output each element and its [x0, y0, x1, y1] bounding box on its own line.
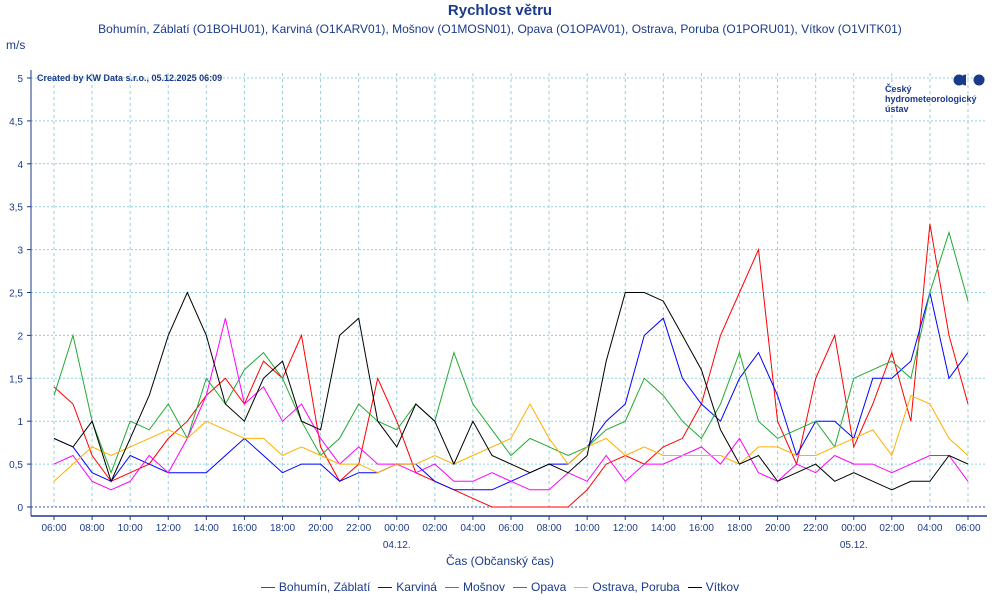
x-tick-label: 02:00 — [422, 523, 447, 534]
date-label: 04.12. — [383, 540, 411, 551]
x-tick-label: 20:00 — [765, 523, 790, 534]
legend-swatch — [444, 587, 459, 589]
logo-line-3: ústav — [885, 104, 909, 114]
legend-label: Opava — [531, 580, 567, 594]
x-tick-label: 04:00 — [460, 523, 485, 534]
x-tick-label: 10:00 — [118, 523, 143, 534]
x-tick-label: 08:00 — [80, 523, 105, 534]
legend-label: Mošnov — [462, 580, 505, 594]
legend-swatch — [513, 587, 527, 589]
y-axis-label: m/s — [6, 38, 26, 52]
y-tick-label: 4,5 — [9, 117, 23, 128]
x-tick-label: 12:00 — [156, 523, 181, 534]
y-tick-label: 3 — [17, 246, 23, 257]
x-tick-label: 02:00 — [879, 523, 904, 534]
y-tick-label: 1,5 — [9, 374, 23, 385]
x-tick-label: 04:00 — [917, 523, 942, 534]
legend-item[interactable]: Mošnov — [444, 580, 505, 594]
legend-item[interactable]: Karviná — [378, 580, 437, 594]
x-tick-label: 06:00 — [41, 523, 66, 534]
legend-item[interactable]: Bohumín, Záblatí — [260, 580, 371, 594]
x-tick-label: 18:00 — [727, 523, 752, 534]
legend-label: Ostrava, Poruba — [592, 580, 680, 594]
series-line-mo-nov — [53, 230, 969, 475]
x-tick-label: 14:00 — [194, 523, 219, 534]
series-line-v-tkov — [53, 291, 969, 491]
legend: Bohumín, Záblatí Karviná Mošnov Opava Ostrav… — [0, 580, 1000, 594]
legend-label: Vítkov — [705, 580, 740, 594]
y-tick-label: 3,5 — [9, 203, 23, 214]
y-tick-label: 1 — [17, 417, 23, 428]
x-tick-label: 16:00 — [232, 523, 257, 534]
x-tick-label: 00:00 — [384, 523, 409, 534]
logo-line-2: hydrometeorologický — [885, 94, 977, 104]
y-tick-label: 4 — [17, 160, 23, 171]
x-tick-label: 18:00 — [270, 523, 295, 534]
x-tick-label: 10:00 — [575, 523, 600, 534]
x-tick-label: 06:00 — [498, 523, 523, 534]
chart-title: Rychlost větru — [447, 2, 553, 19]
legend-swatch — [260, 587, 275, 589]
legend-item[interactable]: Ostrava, Poruba — [574, 580, 680, 594]
x-axis-title: Čas (Občanský čas) — [446, 553, 554, 568]
x-tick-label: 20:00 — [308, 523, 333, 534]
y-tick-label: 0 — [17, 503, 23, 514]
x-tick-label: 22:00 — [803, 523, 828, 534]
x-tick-label: 16:00 — [689, 523, 714, 534]
legend-item[interactable]: Vítkov — [687, 580, 740, 594]
legend-label: Bohumín, Záblatí — [278, 580, 371, 594]
legend-label: Karviná — [396, 580, 437, 594]
y-tick-label: 2,5 — [9, 289, 23, 300]
legend-swatch — [574, 587, 589, 589]
logo-line-1: Český — [885, 84, 912, 94]
x-tick-label: 08:00 — [537, 523, 562, 534]
y-tick-label: 5 — [17, 74, 23, 85]
x-tick-label: 06:00 — [955, 523, 980, 534]
legend-item[interactable]: Opava — [513, 580, 566, 594]
x-tick-label: 22:00 — [346, 523, 371, 534]
y-tick-label: 2 — [17, 331, 23, 342]
chart-subtitle: Bohumín, Záblatí (O1BOHU01), Karviná (O1… — [98, 22, 902, 36]
credit-text: Created by KW Data s.r.o., 05.12.2025 06… — [37, 73, 223, 83]
date-label: 05.12. — [840, 540, 868, 551]
y-tick-label: 0,5 — [9, 460, 23, 471]
x-tick-label: 14:00 — [651, 523, 676, 534]
x-tick-label: 00:00 — [841, 523, 866, 534]
legend-swatch — [378, 587, 393, 589]
logo-dots-icon — [953, 74, 985, 86]
series-line-ostrava-poruba — [53, 394, 969, 482]
series-line-opava — [53, 318, 969, 491]
legend-swatch — [687, 587, 702, 589]
x-tick-label: 12:00 — [613, 523, 638, 534]
